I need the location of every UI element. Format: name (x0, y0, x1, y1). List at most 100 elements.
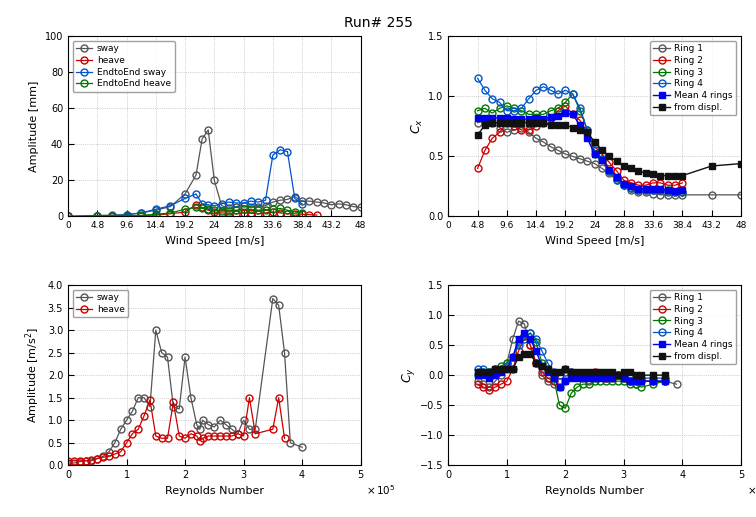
EndtoEnd sway (254, 199, 263, 205)
Ring 2 (517, 127, 526, 133)
Mean 4 rings (546, 114, 555, 120)
Ring 2 (491, 384, 500, 390)
Ring 4 (497, 366, 506, 372)
EndtoEnd sway (268, 152, 277, 158)
Ring 1 (575, 156, 584, 162)
Ring 1 (525, 342, 534, 348)
EndtoEnd sway (166, 203, 175, 209)
heave (209, 209, 218, 215)
sway (116, 426, 125, 432)
Ring 3 (649, 381, 658, 387)
Ring 4 (678, 189, 687, 195)
sway (305, 198, 314, 204)
Ring 3 (663, 187, 672, 193)
heave (107, 213, 116, 219)
Mean 4 rings (634, 186, 643, 192)
Mean 4 rings (495, 115, 504, 121)
from displ. (508, 366, 517, 372)
from displ. (479, 369, 488, 375)
sway (75, 459, 84, 465)
from displ. (488, 119, 497, 126)
heave (163, 435, 172, 442)
EndtoEnd sway (276, 147, 285, 153)
Mean 4 rings (539, 116, 548, 122)
Ring 4 (584, 372, 593, 378)
Ring 1 (514, 318, 523, 324)
Ring 4 (553, 91, 562, 97)
heave (181, 435, 190, 442)
Ring 1 (555, 384, 564, 390)
Line: from displ.: from displ. (475, 120, 744, 178)
EndtoEnd sway (232, 200, 241, 206)
Ring 1 (488, 119, 497, 126)
EndtoEnd heave (191, 204, 200, 210)
Ring 4 (555, 372, 564, 378)
sway (274, 302, 284, 308)
EndtoEnd heave (181, 206, 190, 212)
Ring 1 (634, 189, 643, 195)
EndtoEnd heave (151, 211, 160, 218)
Ring 1 (707, 192, 716, 198)
Mean 4 rings (549, 375, 558, 381)
Ring 2 (561, 103, 570, 109)
Ring 1 (546, 144, 555, 150)
sway (166, 204, 175, 210)
Ring 1 (613, 372, 622, 378)
heave (305, 211, 314, 218)
Ring 1 (608, 372, 617, 378)
heave (215, 433, 225, 439)
Ring 3 (583, 127, 592, 133)
Mean 4 rings (525, 336, 534, 342)
EndtoEnd sway (64, 214, 73, 220)
from displ. (473, 369, 482, 375)
Mean 4 rings (479, 372, 488, 378)
Ring 1 (672, 381, 681, 387)
Ring 2 (649, 180, 658, 186)
EndtoEnd sway (93, 213, 102, 219)
Ring 3 (479, 369, 488, 375)
Ring 1 (480, 117, 489, 124)
Ring 3 (510, 105, 519, 111)
heave (64, 458, 73, 464)
sway (157, 349, 166, 356)
Ring 4 (613, 372, 622, 378)
Ring 1 (612, 177, 621, 184)
sway (254, 204, 263, 210)
from displ. (631, 372, 640, 378)
heave (261, 210, 270, 216)
Ring 1 (663, 192, 672, 198)
from displ. (525, 351, 534, 357)
Ring 4 (546, 87, 555, 94)
Ring 2 (544, 375, 553, 381)
Ring 4 (491, 366, 500, 372)
heave (254, 211, 263, 217)
EndtoEnd heave (239, 206, 248, 212)
heave (98, 454, 107, 460)
Mean 4 rings (597, 157, 606, 163)
heave (268, 426, 277, 432)
Line: Ring 1: Ring 1 (474, 117, 745, 199)
from displ. (491, 366, 500, 372)
sway (286, 439, 295, 446)
sway (342, 202, 351, 208)
from displ. (473, 132, 482, 138)
Ring 2 (531, 360, 541, 366)
Ring 1 (578, 375, 587, 381)
sway (81, 458, 90, 464)
heave (104, 453, 113, 460)
heave (116, 449, 125, 455)
heave (233, 431, 242, 437)
sway (327, 202, 336, 208)
heave (93, 455, 102, 462)
from displ. (590, 139, 600, 145)
Ring 3 (485, 369, 494, 375)
X-axis label: Wind Speed [m/s]: Wind Speed [m/s] (165, 236, 264, 246)
Ring 4 (567, 369, 576, 375)
Ring 2 (546, 115, 555, 121)
Mean 4 rings (544, 369, 553, 375)
from displ. (637, 372, 646, 378)
Ring 2 (678, 180, 687, 186)
heave (169, 399, 178, 405)
EndtoEnd sway (298, 201, 307, 207)
Ring 4 (619, 182, 628, 188)
